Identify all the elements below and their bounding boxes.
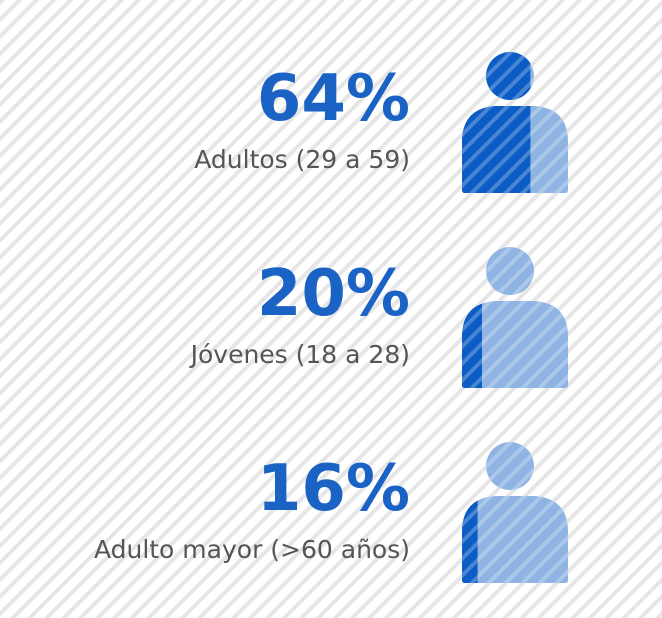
value-label: 20% bbox=[257, 257, 410, 331]
category-label: Jóvenes (18 a 28) bbox=[189, 340, 410, 369]
category-label: Adulto mayor (>60 años) bbox=[94, 535, 410, 564]
value-label: 16% bbox=[257, 452, 410, 526]
value-label: 64% bbox=[257, 62, 410, 136]
category-label: Adultos (29 a 59) bbox=[194, 145, 410, 174]
